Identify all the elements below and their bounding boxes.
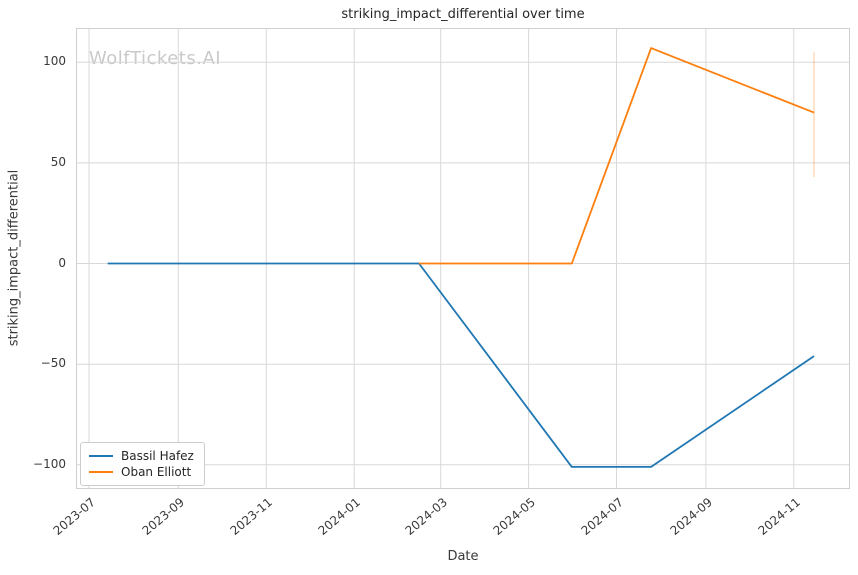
- legend-item: Bassil Hafez: [89, 448, 194, 464]
- y-tick-label: 50: [50, 154, 66, 169]
- y-tick-label: −50: [40, 356, 66, 371]
- y-tick-label: −100: [33, 456, 66, 471]
- legend-line-swatch-orange: [89, 471, 113, 473]
- y-tick-label: 0: [58, 255, 66, 270]
- legend-line-swatch-blue: [89, 455, 113, 457]
- watermark: WolfTickets.AI: [89, 48, 222, 69]
- chart-title: striking_impact_differential over time: [341, 7, 585, 22]
- x-axis-label: Date: [447, 549, 479, 564]
- y-tick-label: 100: [43, 54, 66, 69]
- legend-label: Bassil Hafez: [121, 449, 194, 463]
- legend: Bassil Hafez Oban Elliott: [80, 442, 205, 486]
- chart-canvas: [76, 28, 850, 489]
- legend-label: Oban Elliott: [121, 465, 192, 479]
- plot-area: [76, 28, 850, 489]
- legend-item: Oban Elliott: [89, 464, 194, 480]
